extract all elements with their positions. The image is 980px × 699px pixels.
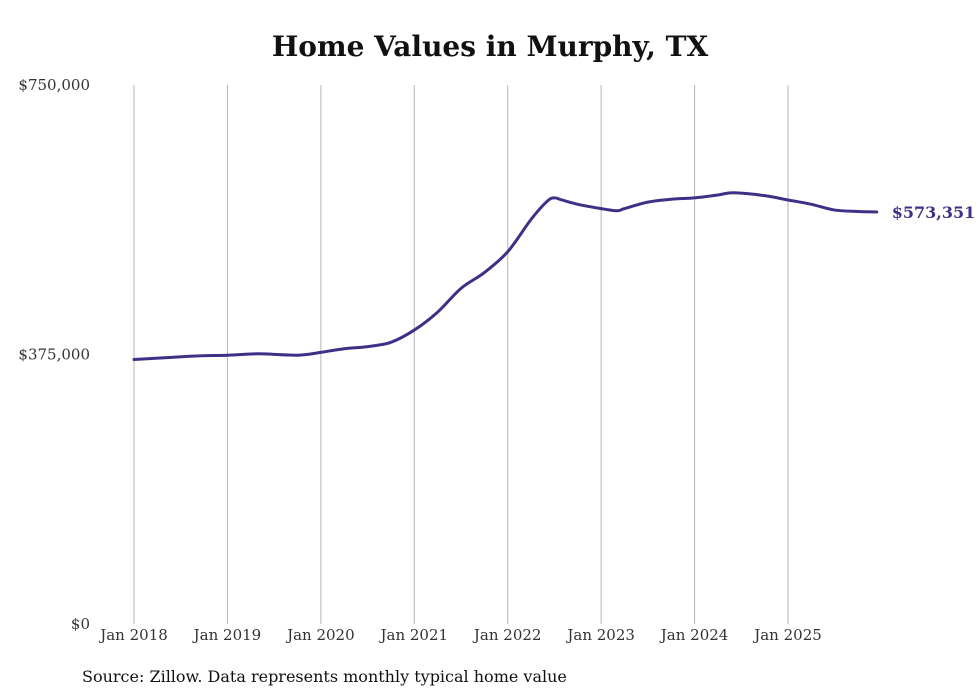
x-tick-label: Jan 2018 bbox=[98, 626, 168, 644]
chart-title: Home Values in Murphy, TX bbox=[271, 30, 709, 63]
y-tick-label: $375,000 bbox=[18, 346, 90, 364]
source-note: Source: Zillow. Data represents monthly … bbox=[82, 667, 567, 686]
series-line-0 bbox=[132, 191, 879, 362]
x-tick-label: Jan 2023 bbox=[565, 626, 635, 644]
x-tick-label: Jan 2021 bbox=[379, 626, 449, 644]
y-tick-label: $0 bbox=[71, 615, 90, 633]
x-tick-label: Jan 2022 bbox=[472, 626, 542, 644]
x-tick-label: Jan 2019 bbox=[192, 626, 262, 644]
x-axis: Jan 2018 Jan 2019 Jan 2020 Jan 2021 Jan 2022… bbox=[98, 626, 822, 644]
y-tick-label: $750,000 bbox=[18, 76, 90, 94]
x-tick-label: Jan 2020 bbox=[285, 626, 355, 644]
series-layer bbox=[132, 191, 879, 362]
data-label-layer: $573,351 bbox=[892, 203, 976, 222]
x-tick-label: Jan 2025 bbox=[752, 626, 822, 644]
end-value-label: $573,351 bbox=[892, 203, 976, 222]
y-axis: $0 $375,000 $750,000 bbox=[18, 76, 90, 633]
x-tick-label: Jan 2024 bbox=[659, 626, 729, 644]
